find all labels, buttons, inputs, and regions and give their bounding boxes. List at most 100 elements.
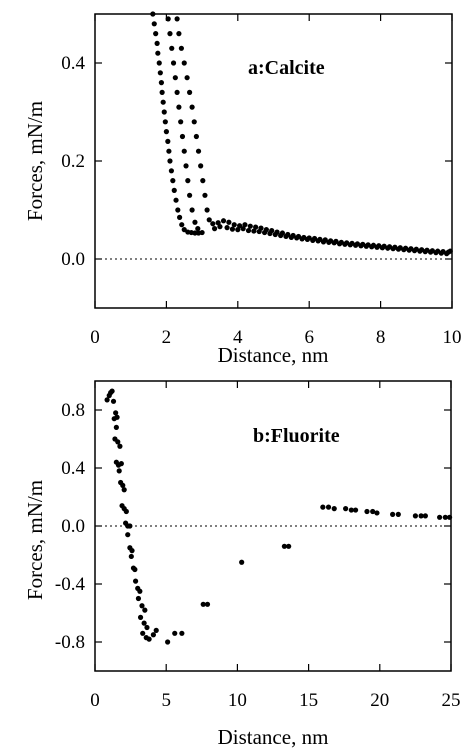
- panel-a-y-ticks: 0.0 0.2 0.4: [61, 53, 452, 270]
- panel-a-data-point: [395, 246, 402, 252]
- panel-b-data-point: [150, 632, 156, 638]
- panel-a-data-point: [331, 240, 337, 246]
- panel-b-data-point: [135, 595, 142, 602]
- panel-b-data-point: [128, 553, 134, 560]
- panel-a-data-point: [150, 11, 156, 17]
- panel-a-data-point: [210, 221, 216, 227]
- panel-b-x-tick-label: 20: [370, 690, 389, 711]
- panel-a-data-point: [261, 229, 268, 236]
- panel-a-data-point: [310, 237, 316, 243]
- panel-a-y-axis-title: Forces, mN/m: [23, 101, 47, 221]
- panel-b-data-point: [117, 443, 123, 449]
- panel-a-data-point: [183, 163, 189, 169]
- panel-a-data-point: [204, 207, 210, 213]
- panel-b-data-point: [111, 416, 117, 422]
- panel-a-data-point: [245, 227, 252, 234]
- panel-b-y-tick-label: 0.4: [61, 458, 85, 479]
- panel-a-data-point: [177, 214, 183, 220]
- panel-a-data-point: [320, 239, 327, 245]
- panel-a-data-point: [156, 60, 162, 66]
- panel-a-x-tick-label: 0: [90, 327, 100, 348]
- panel-a-data-point: [253, 224, 259, 230]
- panel-a-data-point: [215, 220, 221, 226]
- panel-b-data-point: [325, 504, 332, 510]
- panel-a-data-point: [385, 245, 391, 251]
- panel-a-data-point: [166, 148, 172, 154]
- panel-b-data-point: [109, 388, 115, 394]
- panel-b-data-point: [132, 566, 138, 573]
- panel-a-data-point: [172, 75, 178, 81]
- panel-a-y-tick-label: 0.2: [61, 151, 85, 172]
- panel-a-data-point: [406, 247, 412, 253]
- panel-b-annotation: b:Fluorite: [253, 425, 340, 447]
- panel-a-data-point: [176, 30, 182, 37]
- panel-a-data-point: [167, 30, 173, 37]
- panel-b-data-point: [370, 508, 376, 515]
- panel-a-data-point: [242, 222, 248, 228]
- panel-a-data-point: [236, 223, 243, 229]
- panel-b-x-axis-title: Distance, nm: [218, 725, 329, 749]
- panel-b-data-point: [118, 461, 124, 467]
- panel-a-data-point: [170, 178, 176, 184]
- panel-a-data-point: [184, 75, 190, 81]
- panel-a-data-point: [185, 178, 191, 184]
- panel-b-data-point: [172, 630, 178, 636]
- panel-b-data-point: [137, 588, 143, 594]
- panel-b-data-point: [446, 514, 453, 520]
- panel-b-data-point: [348, 507, 354, 513]
- panel-a-data-point: [169, 45, 175, 51]
- panel-a-data-point: [158, 80, 165, 86]
- panel-a-data-point: [159, 89, 165, 95]
- panel-b-data-point: [422, 513, 428, 519]
- panel-a-data-point: [179, 222, 185, 228]
- panel-a-data-point: [288, 234, 294, 241]
- panel-a-data-point: [294, 235, 300, 241]
- panel-a-data-point: [200, 178, 206, 184]
- panel-a-y-tick-label: 0.4: [61, 53, 85, 74]
- panel-a-x-axis-title: Distance, nm: [218, 343, 329, 367]
- panel-b-data-point: [343, 506, 349, 512]
- panel-b-data-point: [129, 548, 135, 554]
- panel-a-data-point: [251, 228, 257, 234]
- panel-a-data-point: [189, 104, 195, 110]
- panel-b-data-point: [418, 513, 424, 519]
- panel-a-data-point: [198, 163, 204, 169]
- panel-b-data-point: [140, 630, 146, 636]
- panel-a-data-point: [422, 249, 428, 255]
- panel-a-data-point: [220, 218, 227, 224]
- panel-b-data-point: [141, 620, 147, 626]
- panel-a-data-point: [347, 242, 353, 248]
- panel-b-y-ticks: -0.8 -0.4 0.0 0.4 0.8: [55, 400, 451, 653]
- panel-b-data-point: [113, 424, 119, 430]
- panel-a-data-point: [438, 250, 444, 256]
- panel-a-data-point: [447, 248, 453, 254]
- panel-a-data-point: [206, 217, 212, 223]
- panel-b-data-point: [123, 508, 129, 515]
- panel-a-data-point: [195, 226, 201, 232]
- panel-a-data-point: [165, 16, 171, 22]
- panel-a-data-point: [326, 239, 332, 245]
- panel-b-data-point: [320, 504, 326, 510]
- panel-b-data-point: [125, 532, 131, 538]
- panel-b-data-point: [139, 603, 145, 609]
- panel-b-data-point: [442, 514, 448, 520]
- panel-a-x-tick-label: 2: [162, 327, 172, 348]
- panel-b-y-tick-label: 0.0: [61, 516, 85, 537]
- panel-a-data-point: [181, 60, 187, 66]
- panel-a-data-point: [240, 226, 246, 232]
- panel-a-data-point: [192, 219, 198, 225]
- panel-b-data-point: [239, 559, 245, 565]
- panel-b-data-point: [390, 511, 396, 517]
- panel-a-data-point: [353, 242, 359, 248]
- panel-b-y-tick-label: -0.4: [55, 574, 86, 595]
- panel-a-data-point: [217, 224, 223, 230]
- panel-a-data-point: [417, 248, 423, 254]
- panel-b-x-tick-label: 25: [442, 690, 461, 711]
- panel-a-data-point: [151, 21, 157, 27]
- panel-a-data-point: [174, 16, 180, 22]
- panel-a-data-point: [231, 222, 237, 228]
- panel-a-data-point: [256, 228, 262, 235]
- panel-b-data-point: [412, 513, 418, 519]
- panel-b: 0 5 10 15 20 25 -0.8-0.40.00.40.8 b:Fluorite …: [23, 380, 461, 749]
